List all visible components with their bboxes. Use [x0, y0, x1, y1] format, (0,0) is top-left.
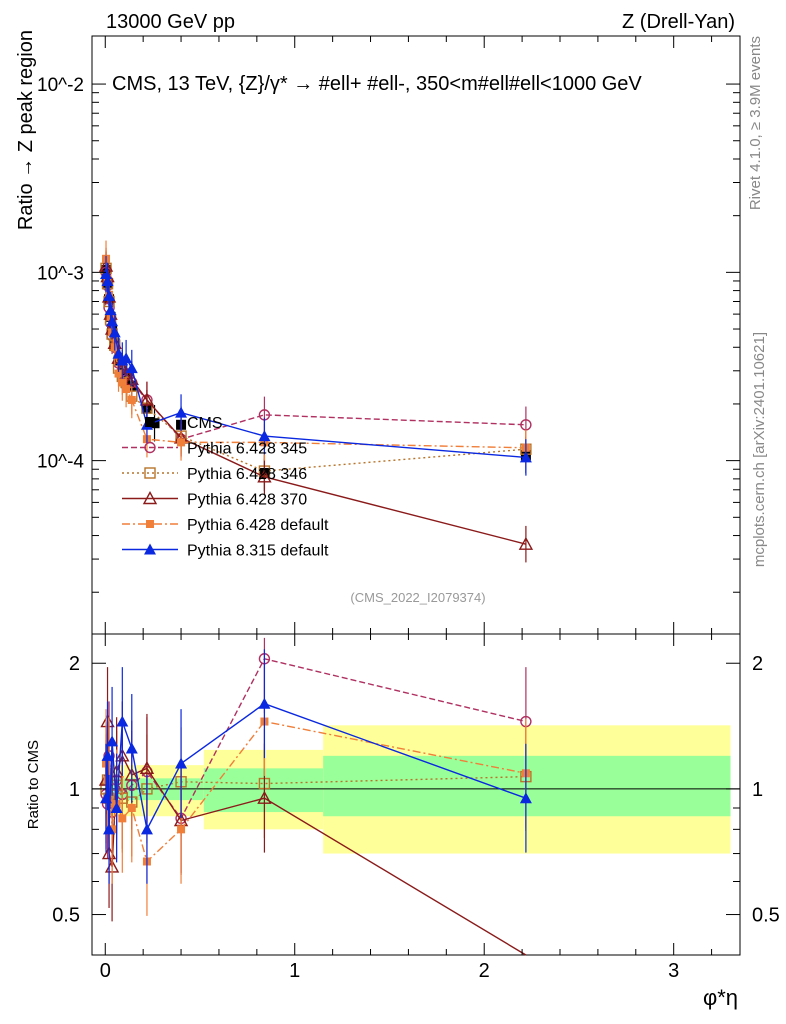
ratio-y-tick-label-right: 0.5: [752, 905, 780, 927]
main-ylabel: Ratio → Z peak region: [15, 30, 37, 230]
ratio-y-tick-label-right: 1: [752, 779, 763, 801]
data-point-pythia-6-428-370: [139, 392, 155, 406]
data-point-pythia-6-428-default: [177, 438, 186, 447]
legend-label: CMS: [187, 415, 223, 432]
main-y-tick-label-1: 10^-3: [37, 263, 84, 284]
data-point-pythia-8-315-default: [519, 451, 532, 463]
legend: CMS Pythia 6.428 345 Pythia 6.428 346 Pythi…: [122, 415, 329, 560]
ratio-y-tick-label-left: 1: [69, 779, 80, 801]
ratio-point-pythia-6-428-370: [139, 760, 155, 775]
ratio-point-pythia-8-315-default: [519, 792, 532, 804]
ratio-point-pythia-6-428-370: [257, 790, 272, 804]
x-axis-label: φ*η: [703, 985, 738, 1010]
rivet-label: Rivet 4.1.0, ≥ 3.9M events: [747, 36, 764, 210]
legend-label: Pythia 8.315 default: [187, 543, 329, 560]
header-energy: 13000 GeV pp: [106, 11, 235, 33]
band-inner-2: [323, 755, 731, 817]
legend-label: Pythia 6.428 default: [187, 517, 329, 534]
data-point-pythia-6-428-370: [257, 469, 272, 483]
x-tick-label-2: 2: [479, 960, 490, 982]
ratio-point-pythia-8-315-default: [106, 735, 119, 747]
legend-marker: [144, 543, 156, 555]
data-point-pythia-8-315-default: [104, 304, 117, 316]
data-point-pythia-8-315-default: [120, 352, 133, 364]
data-point-pythia-6-428-default: [127, 395, 136, 404]
ratio-y-tick-label-left: 2: [69, 653, 80, 675]
data-point-pythia-8-315-default: [108, 326, 121, 338]
ratio-point-pythia-6-428-default: [177, 825, 186, 834]
legend-marker: [144, 441, 156, 454]
ratio-point-pythia-6-428-default: [105, 767, 114, 776]
ratio-y-tick-label-right: 2: [752, 653, 763, 675]
series-line-pythia-6-428-345: [105, 272, 526, 440]
data-point-pythia-8-315-default: [125, 362, 138, 374]
ratio-uncertainty-bands: [92, 725, 740, 854]
legend-marker: [144, 467, 156, 479]
ratio-point-pythia-6-428-default: [118, 814, 127, 823]
legend-marker: [146, 520, 154, 528]
ratio-point-pythia-6-428-default: [127, 803, 136, 812]
data-point-pythia-6-428-default: [114, 369, 123, 378]
data-point-pythia-6-428-default: [118, 378, 127, 387]
ratio-point-pythia-8-315-default: [258, 697, 271, 709]
data-point-pythia-8-315-default: [175, 406, 188, 418]
main-series-group: [98, 240, 534, 563]
main-y-tick-label-0: 10^-4: [37, 452, 84, 473]
band-inner-1: [203, 768, 324, 813]
data-point-pythia-8-315-default: [258, 430, 271, 442]
main-title: CMS, 13 TeV, {Z}/γ* → #ell+ #ell-, 350<m…: [112, 73, 642, 95]
legend-label: Pythia 6.428 346: [187, 466, 307, 483]
ratio-point-pythia-8-315-default: [125, 742, 138, 754]
series-line-pythia-6-428-370: [105, 265, 527, 545]
ratio-point-pythia-8-315-default: [103, 823, 116, 835]
data-point-pythia-8-315-default: [112, 347, 125, 359]
mcplots-label: mcplots.cern.ch [arXiv:2401.10621]: [751, 332, 768, 567]
legend-marker: [142, 491, 158, 505]
ratio-point-pythia-8-315-default: [101, 749, 114, 761]
watermark: (CMS_2022_I2079374): [350, 590, 485, 605]
ratio-point-pythia-8-315-default: [175, 757, 188, 769]
x-tick-label-1: 1: [289, 960, 300, 982]
data-point-pythia-8-315-default: [100, 267, 113, 279]
data-point-pythia-8-315-default: [103, 289, 116, 301]
data-point-pythia-8-315-default: [101, 274, 114, 286]
data-point-pythia-6-428-default: [122, 385, 131, 394]
legend-label: Pythia 6.428 345: [187, 441, 307, 458]
data-point-pythia-6-428-370: [518, 536, 534, 550]
ratio-point-pythia-8-315-default: [110, 801, 123, 813]
header-process: Z (Drell-Yan): [622, 11, 735, 33]
main-y-tick-label-2: 10^-2: [37, 75, 84, 96]
series-line-pythia-6-428-default: [105, 258, 526, 449]
legend-label: Pythia 6.428 370: [187, 492, 307, 509]
ratio-y-tick-label-left: 0.5: [52, 905, 80, 927]
ratio-series-group: [98, 637, 532, 956]
series-line-pythia-8-315-default: [105, 273, 526, 459]
x-tick-label-0: 0: [100, 960, 111, 982]
x-tick-label-3: 3: [668, 960, 679, 982]
ratio-ylabel: Ratio to CMS: [25, 740, 42, 829]
ratio-frame: [91, 633, 741, 956]
legend-marker: [145, 417, 155, 427]
ratio-point-pythia-8-315-default: [116, 715, 129, 727]
ratio-point-pythia-8-315-default: [140, 823, 153, 835]
